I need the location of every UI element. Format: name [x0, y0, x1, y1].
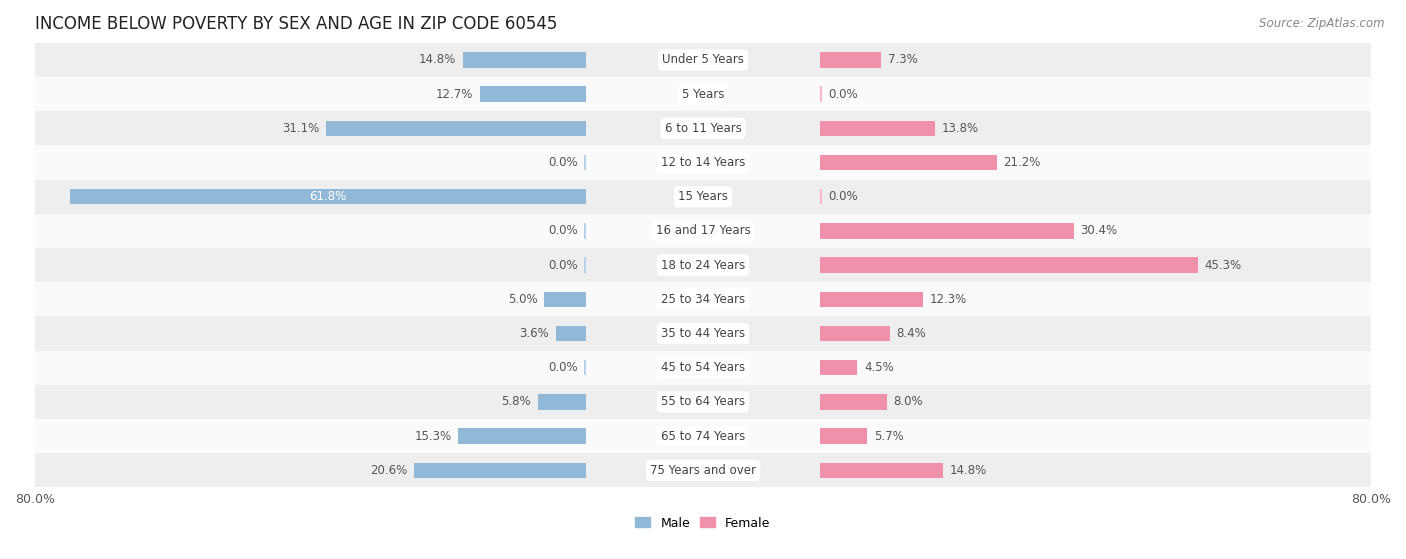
Text: 8.0%: 8.0% [893, 395, 922, 409]
Text: 45.3%: 45.3% [1205, 259, 1241, 272]
Text: 0.0%: 0.0% [548, 156, 578, 169]
Text: 31.1%: 31.1% [283, 122, 319, 135]
Text: 61.8%: 61.8% [309, 190, 347, 203]
Text: 13.8%: 13.8% [942, 122, 979, 135]
Text: INCOME BELOW POVERTY BY SEX AND AGE IN ZIP CODE 60545: INCOME BELOW POVERTY BY SEX AND AGE IN Z… [35, 15, 557, 33]
Text: 12 to 14 Years: 12 to 14 Years [661, 156, 745, 169]
Text: 8.4%: 8.4% [897, 327, 927, 340]
Text: Under 5 Years: Under 5 Years [662, 54, 744, 67]
Bar [35, 350, 1371, 385]
Text: 0.0%: 0.0% [828, 88, 858, 101]
Text: 14.8%: 14.8% [950, 464, 987, 477]
Text: 0.0%: 0.0% [828, 190, 858, 203]
Bar [820, 155, 997, 170]
Bar [583, 258, 586, 273]
Legend: Male, Female: Male, Female [630, 511, 776, 534]
Bar [820, 326, 890, 341]
Text: 20.6%: 20.6% [370, 464, 408, 477]
Text: 5.0%: 5.0% [508, 293, 537, 306]
Bar [35, 248, 1371, 282]
Text: 0.0%: 0.0% [548, 225, 578, 238]
Text: 12.7%: 12.7% [436, 88, 474, 101]
Bar [479, 87, 586, 102]
Text: Source: ZipAtlas.com: Source: ZipAtlas.com [1260, 17, 1385, 30]
Text: 5 Years: 5 Years [682, 88, 724, 101]
Bar [820, 189, 823, 205]
Bar [70, 189, 586, 205]
Text: 14.8%: 14.8% [419, 54, 456, 67]
Bar [35, 316, 1371, 350]
Bar [35, 385, 1371, 419]
Bar [458, 428, 586, 444]
Bar [35, 77, 1371, 111]
Text: 65 to 74 Years: 65 to 74 Years [661, 430, 745, 443]
Bar [35, 145, 1371, 179]
Text: 6 to 11 Years: 6 to 11 Years [665, 122, 741, 135]
Bar [820, 360, 858, 376]
Bar [537, 394, 586, 410]
Text: 15.3%: 15.3% [415, 430, 451, 443]
Bar [820, 87, 823, 102]
Bar [35, 453, 1371, 487]
Text: 3.6%: 3.6% [520, 327, 550, 340]
Bar [35, 43, 1371, 77]
Text: 15 Years: 15 Years [678, 190, 728, 203]
Bar [820, 223, 1074, 239]
Bar [555, 326, 586, 341]
Bar [583, 155, 586, 170]
Bar [463, 53, 586, 68]
Bar [820, 463, 943, 478]
Text: 0.0%: 0.0% [548, 361, 578, 374]
Text: 75 Years and over: 75 Years and over [650, 464, 756, 477]
Bar [820, 258, 1198, 273]
Text: 21.2%: 21.2% [1004, 156, 1040, 169]
Text: 5.7%: 5.7% [875, 430, 904, 443]
Bar [35, 111, 1371, 145]
Text: 7.3%: 7.3% [887, 54, 917, 67]
Bar [820, 394, 887, 410]
Bar [326, 121, 586, 136]
Bar [820, 53, 880, 68]
Bar [35, 282, 1371, 316]
Text: 4.5%: 4.5% [865, 361, 894, 374]
Text: 45 to 54 Years: 45 to 54 Years [661, 361, 745, 374]
Bar [544, 292, 586, 307]
Bar [820, 121, 935, 136]
Bar [820, 428, 868, 444]
Text: 25 to 34 Years: 25 to 34 Years [661, 293, 745, 306]
Bar [415, 463, 586, 478]
Bar [35, 179, 1371, 214]
Bar [583, 360, 586, 376]
Bar [35, 419, 1371, 453]
Text: 18 to 24 Years: 18 to 24 Years [661, 259, 745, 272]
Text: 5.8%: 5.8% [502, 395, 531, 409]
Bar [583, 223, 586, 239]
Text: 12.3%: 12.3% [929, 293, 966, 306]
Text: 55 to 64 Years: 55 to 64 Years [661, 395, 745, 409]
Bar [35, 214, 1371, 248]
Text: 35 to 44 Years: 35 to 44 Years [661, 327, 745, 340]
Bar [820, 292, 922, 307]
Text: 0.0%: 0.0% [548, 259, 578, 272]
Text: 16 and 17 Years: 16 and 17 Years [655, 225, 751, 238]
Text: 30.4%: 30.4% [1080, 225, 1118, 238]
